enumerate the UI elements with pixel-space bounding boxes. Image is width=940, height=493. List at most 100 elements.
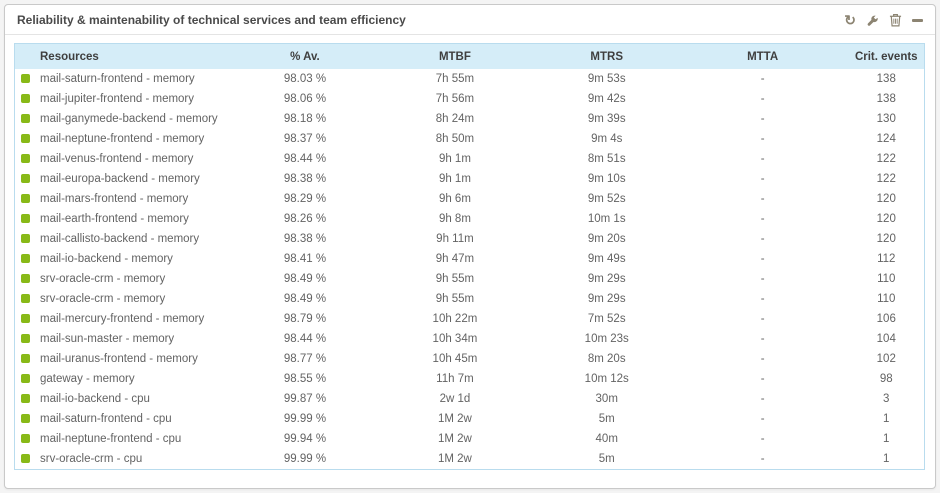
trash-icon[interactable] <box>889 13 902 27</box>
availability-cell: 98.77 % <box>236 349 374 369</box>
table-header-row: Resources % Av. MTBF MTRS MTTA Crit. eve… <box>15 44 924 69</box>
resource-label: mail-mars-frontend - memory <box>40 193 189 205</box>
widget-toolbar: ↻ <box>844 13 923 27</box>
mtta-cell: - <box>676 189 849 209</box>
resource-cell: mail-ganymede-backend - memory <box>15 109 237 129</box>
table-row[interactable]: srv-oracle-crm - cpu 99.99 % 1M 2w 5m - … <box>15 449 924 469</box>
mtrs-cell: 5m <box>536 449 677 469</box>
table-row[interactable]: mail-mercury-frontend - memory 98.79 % 1… <box>15 309 924 329</box>
mtta-cell: - <box>676 89 849 109</box>
resource-label: mail-io-backend - cpu <box>40 393 150 405</box>
crit-events-cell: 104 <box>848 329 924 349</box>
resource-cell: mail-callisto-backend - memory <box>15 229 237 249</box>
resource-label: mail-europa-backend - memory <box>40 173 200 185</box>
table-row[interactable]: mail-jupiter-frontend - memory 98.06 % 7… <box>15 89 924 109</box>
table-row[interactable]: mail-saturn-frontend - memory 98.03 % 7h… <box>15 69 924 89</box>
col-header-crit-events: Crit. events <box>848 44 924 69</box>
status-ok-icon <box>21 434 30 443</box>
resource-label: mail-neptune-frontend - cpu <box>40 433 182 445</box>
table-row[interactable]: mail-neptune-frontend - cpu 99.94 % 1M 2… <box>15 429 924 449</box>
mtrs-cell: 10m 1s <box>536 209 677 229</box>
resource-label: mail-jupiter-frontend - memory <box>40 93 195 105</box>
mtrs-cell: 9m 29s <box>536 269 677 289</box>
table-row[interactable]: mail-mars-frontend - memory 98.29 % 9h 6… <box>15 189 924 209</box>
crit-events-cell: 122 <box>848 149 924 169</box>
mtta-cell: - <box>676 309 849 329</box>
widget-title: Reliability & maintenability of technica… <box>17 13 406 27</box>
availability-cell: 99.87 % <box>236 389 374 409</box>
crit-events-cell: 122 <box>848 169 924 189</box>
resource-label: mail-ganymede-backend - memory <box>40 113 218 125</box>
table-row[interactable]: gateway - memory 98.55 % 11h 7m 10m 12s … <box>15 369 924 389</box>
mtta-cell: - <box>676 289 849 309</box>
availability-cell: 98.18 % <box>236 109 374 129</box>
mtbf-cell: 8h 50m <box>373 129 537 149</box>
mtbf-cell: 9h 1m <box>373 169 537 189</box>
table-row[interactable]: mail-io-backend - memory 98.41 % 9h 47m … <box>15 249 924 269</box>
table-row[interactable]: mail-earth-frontend - memory 98.26 % 9h … <box>15 209 924 229</box>
resource-label: mail-saturn-frontend - cpu <box>40 413 172 425</box>
mtbf-cell: 8h 24m <box>373 109 537 129</box>
mtta-cell: - <box>676 349 849 369</box>
mtbf-cell: 9h 11m <box>373 229 537 249</box>
resource-label: mail-sun-master - memory <box>40 333 175 345</box>
mtta-cell: - <box>676 429 849 449</box>
resource-cell: mail-europa-backend - memory <box>15 169 237 189</box>
table-row[interactable]: mail-saturn-frontend - cpu 99.99 % 1M 2w… <box>15 409 924 429</box>
crit-events-cell: 1 <box>848 449 924 469</box>
mtbf-cell: 9h 8m <box>373 209 537 229</box>
availability-cell: 98.49 % <box>236 289 374 309</box>
refresh-icon[interactable]: ↻ <box>844 12 856 28</box>
mtbf-cell: 11h 7m <box>373 369 537 389</box>
table-row[interactable]: mail-uranus-frontend - memory 98.77 % 10… <box>15 349 924 369</box>
col-header-mtbf: MTBF <box>373 44 537 69</box>
availability-cell: 98.79 % <box>236 309 374 329</box>
resource-label: mail-mercury-frontend - memory <box>40 313 205 325</box>
table-row[interactable]: mail-venus-frontend - memory 98.44 % 9h … <box>15 149 924 169</box>
mtta-cell: - <box>676 209 849 229</box>
status-ok-icon <box>21 154 30 163</box>
crit-events-cell: 1 <box>848 409 924 429</box>
widget-header: Reliability & maintenability of technica… <box>5 5 935 35</box>
availability-cell: 98.41 % <box>236 249 374 269</box>
resource-cell: mail-saturn-frontend - memory <box>15 69 237 89</box>
collapse-icon[interactable] <box>912 18 923 22</box>
resource-label: mail-io-backend - memory <box>40 253 173 265</box>
crit-events-cell: 102 <box>848 349 924 369</box>
crit-events-cell: 98 <box>848 369 924 389</box>
resource-label: mail-callisto-backend - memory <box>40 233 200 245</box>
status-ok-icon <box>21 194 30 203</box>
table-row[interactable]: mail-ganymede-backend - memory 98.18 % 8… <box>15 109 924 129</box>
table-row[interactable]: mail-sun-master - memory 98.44 % 10h 34m… <box>15 329 924 349</box>
resource-cell: mail-mercury-frontend - memory <box>15 309 237 329</box>
mtbf-cell: 1M 2w <box>373 409 537 429</box>
status-ok-icon <box>21 314 30 323</box>
table-row[interactable]: mail-io-backend - cpu 99.87 % 2w 1d 30m … <box>15 389 924 409</box>
resource-label: mail-saturn-frontend - memory <box>40 73 195 85</box>
mtbf-cell: 7h 56m <box>373 89 537 109</box>
status-ok-icon <box>21 174 30 183</box>
mtta-cell: - <box>676 109 849 129</box>
table-row[interactable]: srv-oracle-crm - memory 98.49 % 9h 55m 9… <box>15 269 924 289</box>
col-header-availability: % Av. <box>236 44 374 69</box>
table-row[interactable]: mail-callisto-backend - memory 98.38 % 9… <box>15 229 924 249</box>
table-row[interactable]: srv-oracle-crm - memory 98.49 % 9h 55m 9… <box>15 289 924 309</box>
availability-cell: 98.29 % <box>236 189 374 209</box>
resource-cell: mail-mars-frontend - memory <box>15 189 237 209</box>
availability-cell: 98.03 % <box>236 69 374 89</box>
mtrs-cell: 5m <box>536 409 677 429</box>
resource-cell: mail-neptune-frontend - memory <box>15 129 237 149</box>
resource-cell: mail-neptune-frontend - cpu <box>15 429 237 449</box>
availability-cell: 98.06 % <box>236 89 374 109</box>
wrench-icon[interactable] <box>866 14 879 27</box>
mtrs-cell: 10m 23s <box>536 329 677 349</box>
crit-events-cell: 120 <box>848 229 924 249</box>
status-ok-icon <box>21 394 30 403</box>
crit-events-cell: 124 <box>848 129 924 149</box>
table-row[interactable]: mail-europa-backend - memory 98.38 % 9h … <box>15 169 924 189</box>
availability-cell: 98.44 % <box>236 329 374 349</box>
status-ok-icon <box>21 114 30 123</box>
mtta-cell: - <box>676 329 849 349</box>
table-row[interactable]: mail-neptune-frontend - memory 98.37 % 8… <box>15 129 924 149</box>
status-ok-icon <box>21 294 30 303</box>
